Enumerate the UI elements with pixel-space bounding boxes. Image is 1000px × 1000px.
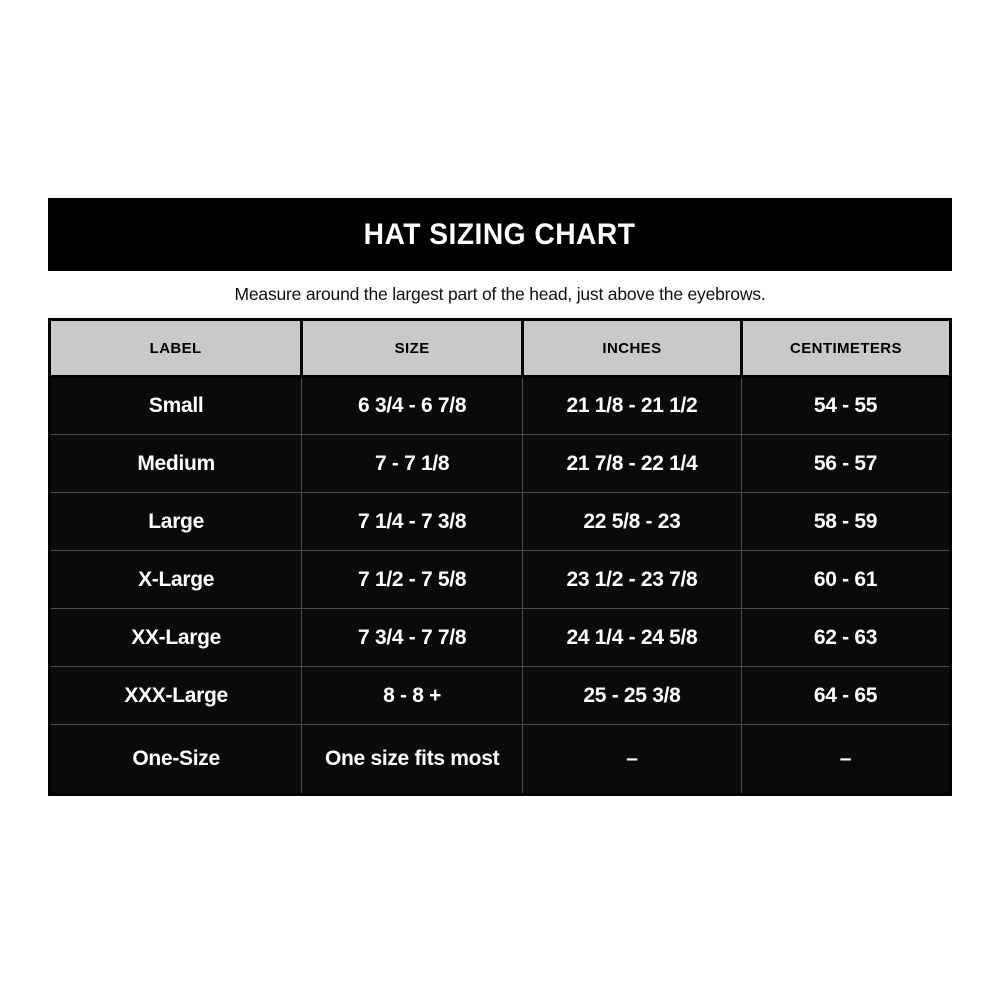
table-cell: Small xyxy=(47,375,303,435)
table-row: Large 7 1/4 - 7 3/8 22 5/8 - 23 58 - 59 xyxy=(47,492,953,551)
column-header: CENTIMETERS xyxy=(739,318,953,378)
column-header: LABEL xyxy=(47,318,304,378)
table-cell: X-Large xyxy=(47,550,303,609)
table-cell: 24 1/4 - 24 5/8 xyxy=(522,608,742,667)
table-cell: – xyxy=(740,724,953,796)
page-title: HAT SIZING CHART xyxy=(364,217,636,251)
table-cell: One size fits most xyxy=(301,724,523,796)
table-cell: 23 1/2 - 23 7/8 xyxy=(522,550,742,609)
table-cell: 7 3/4 - 7 7/8 xyxy=(301,608,523,667)
measuring-instruction: Measure around the largest part of the h… xyxy=(234,284,766,304)
table-row: XXX-Large 8 - 8 +25 - 25 3/8 64 - 65 xyxy=(47,666,953,725)
table-cell: – xyxy=(522,724,742,796)
table-cell: 6 3/4 - 6 7/8 xyxy=(301,375,523,435)
column-header: INCHES xyxy=(521,318,743,378)
table-row: Medium 7 - 7 1/8 21 7/8 - 22 1/4 56 - 57 xyxy=(47,434,953,493)
table-cell: 56 - 57 xyxy=(740,434,953,493)
table-cell: 64 - 65 xyxy=(740,666,953,725)
table-row: Small 6 3/4 - 6 7/8 21 1/8 - 21 1/2 54 - 55 xyxy=(47,375,953,435)
table-cell: 62 - 63 xyxy=(740,608,953,667)
table-row: One-Size One size fits most – – xyxy=(47,724,953,796)
table-cell: 21 1/8 - 21 1/2 xyxy=(522,375,742,435)
table-cell: 58 - 59 xyxy=(740,492,953,551)
table-cell: XXX-Large xyxy=(47,666,303,725)
table-cell: Medium xyxy=(47,434,303,493)
hat-sizing-chart: HAT SIZING CHART Measure around the larg… xyxy=(47,198,953,796)
table-body: Small 6 3/4 - 6 7/8 21 1/8 - 21 1/2 54 - 55… xyxy=(47,375,953,796)
table-cell: 60 - 61 xyxy=(740,550,953,609)
table-cell: Large xyxy=(47,492,303,551)
table-cell: 7 1/4 - 7 3/8 xyxy=(301,492,523,551)
table-cell: 25 - 25 3/8 xyxy=(522,666,742,725)
column-header: SIZE xyxy=(300,318,524,378)
table-cell: 21 7/8 - 22 1/4 xyxy=(522,434,742,493)
sizing-table: LABEL SIZE INCHES CENTIMETERS Small 6 3/4 - … xyxy=(47,318,953,796)
table-cell: 22 5/8 - 23 xyxy=(522,492,742,551)
table-header-row: LABEL SIZE INCHES CENTIMETERS xyxy=(47,318,953,378)
table-row: XX-Large 7 3/4 - 7 7/8 24 1/4 - 24 5/8 62 -… xyxy=(47,608,953,667)
table-cell: One-Size xyxy=(47,724,303,796)
table-cell: 7 1/2 - 7 5/8 xyxy=(301,550,523,609)
table-row: X-Large 7 1/2 - 7 5/8 23 1/2 - 23 7/8 60 - … xyxy=(47,550,953,609)
table-cell: 8 - 8 + xyxy=(301,666,523,725)
table-cell: 7 - 7 1/8 xyxy=(301,434,523,493)
title-banner: HAT SIZING CHART xyxy=(48,198,952,271)
table-cell: 54 - 55 xyxy=(740,375,953,435)
table-cell: XX-Large xyxy=(47,608,303,667)
